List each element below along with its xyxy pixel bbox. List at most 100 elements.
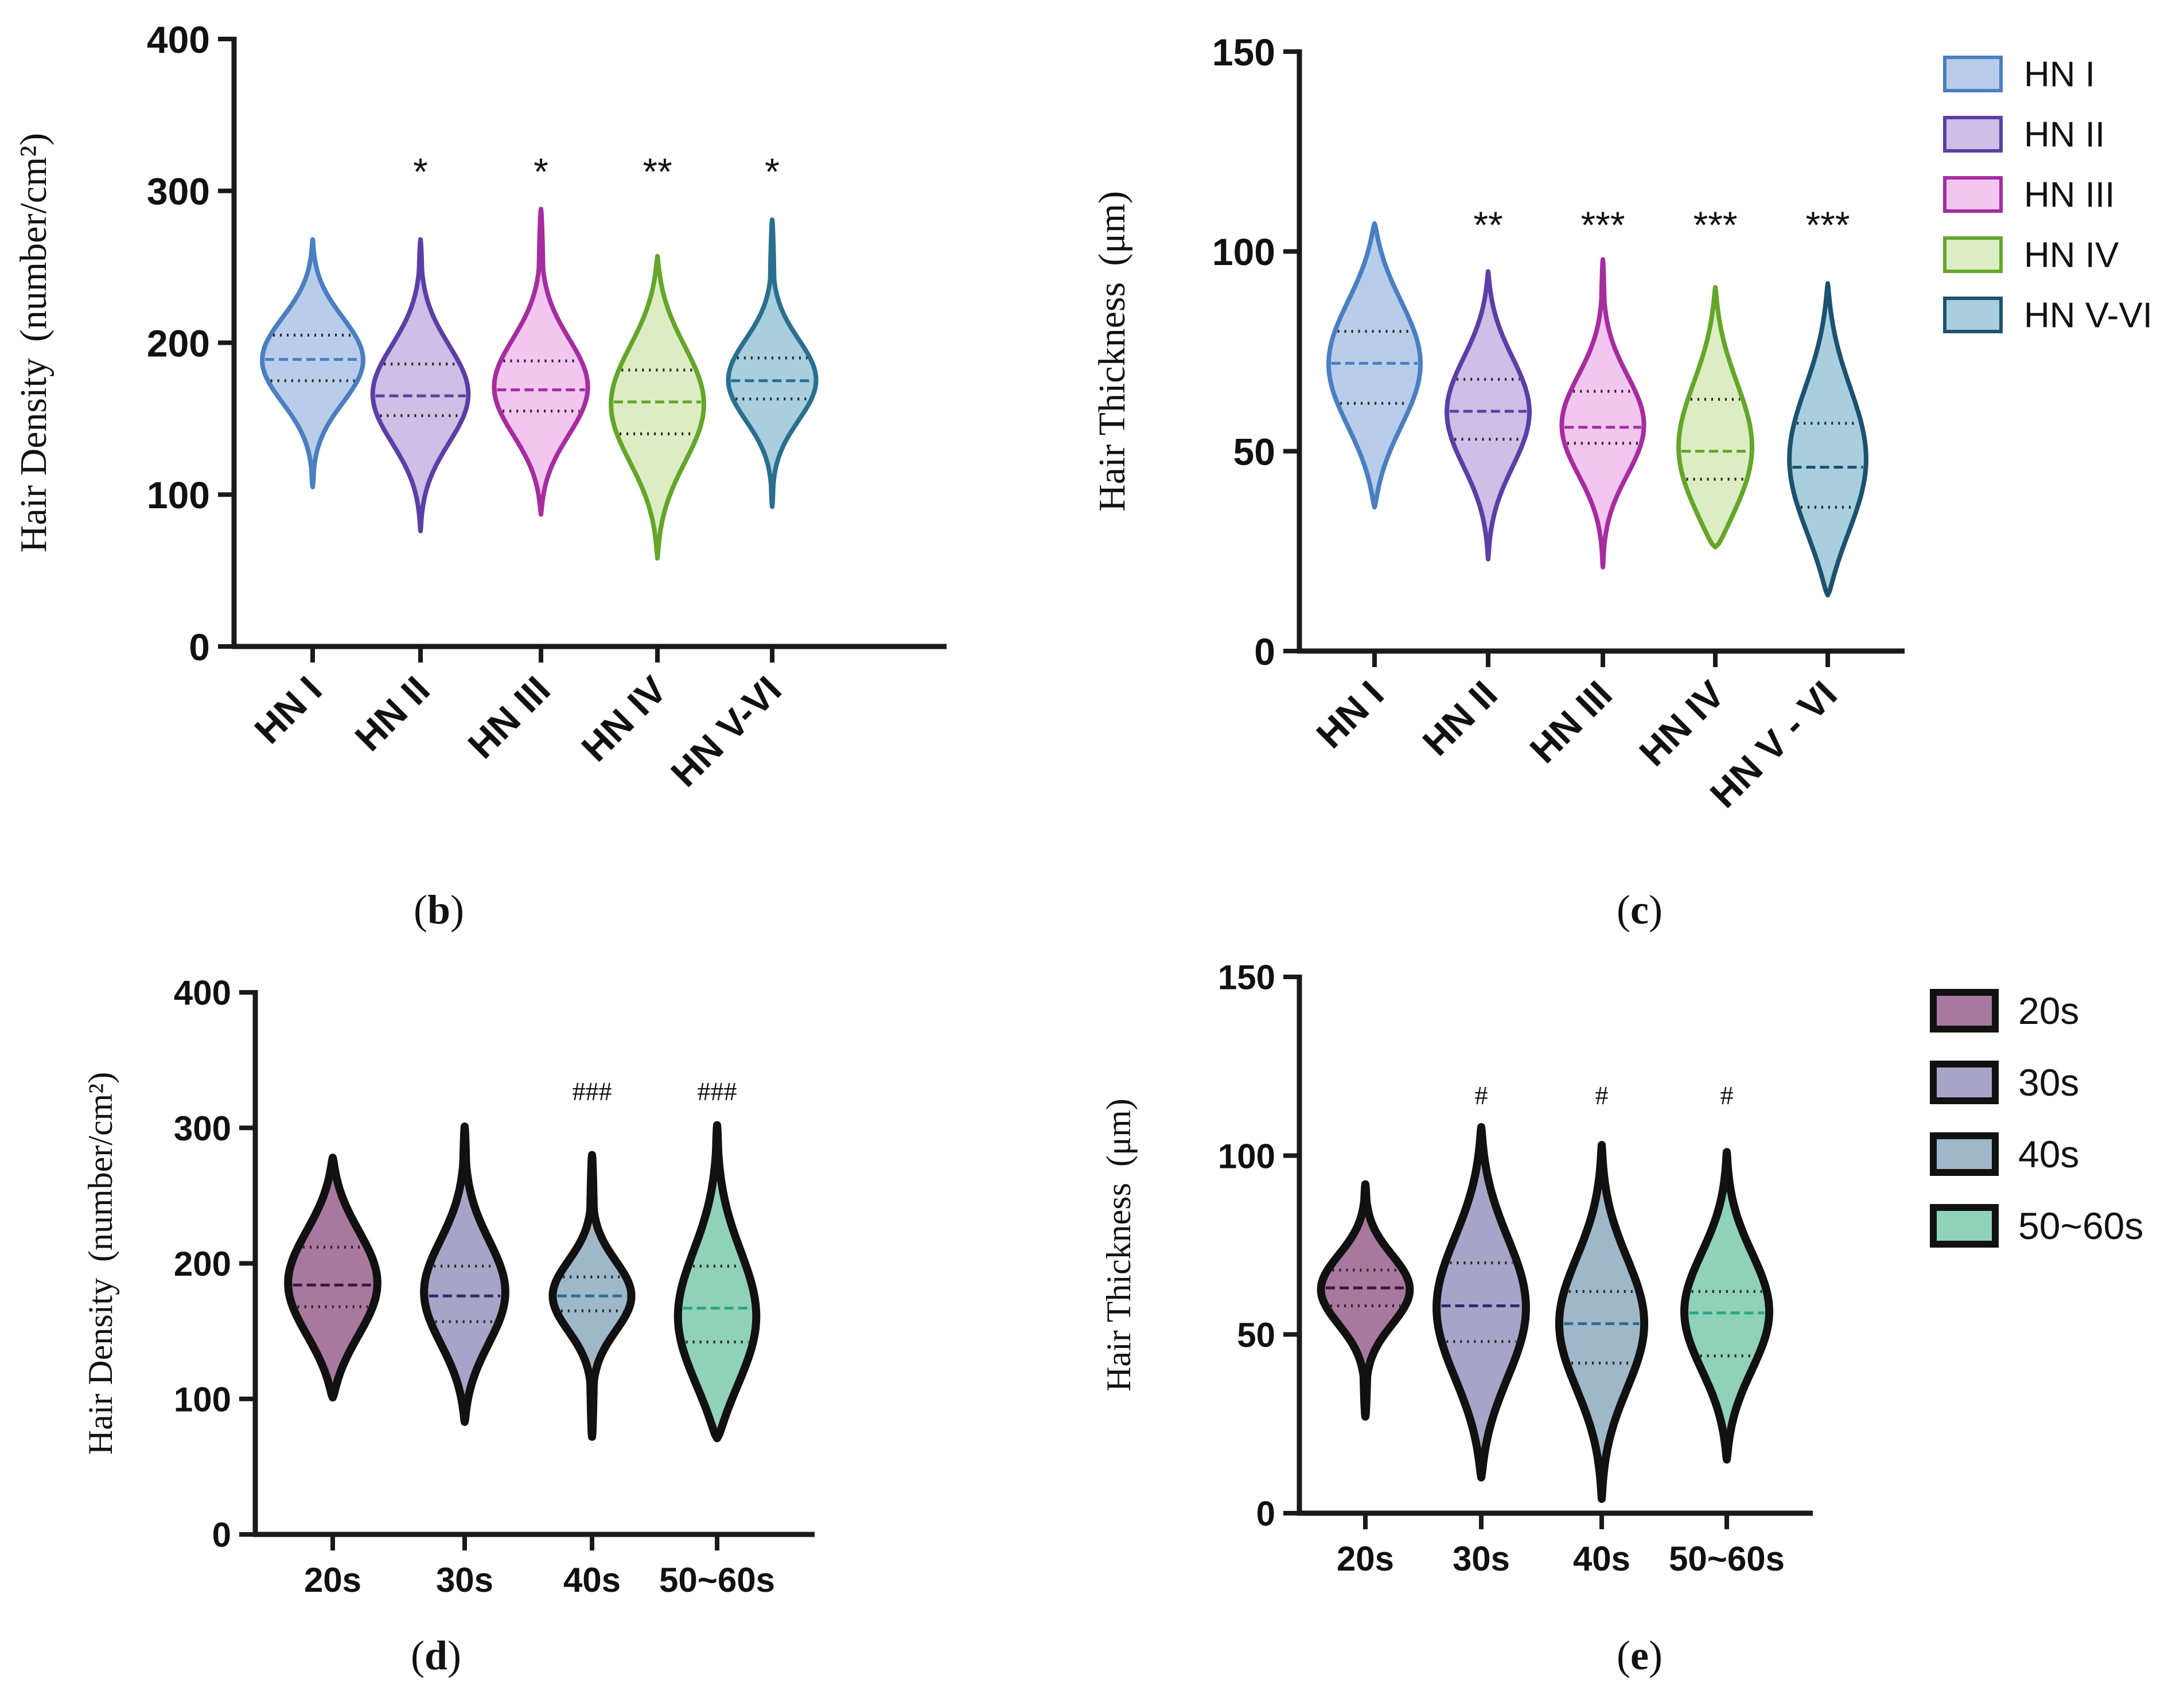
violin-c-2 <box>1559 257 1646 570</box>
y-tick-label: 100 <box>147 474 210 516</box>
legend-swatch <box>1943 236 2003 273</box>
violin-body <box>1559 257 1646 570</box>
chart-panel-d: 0 100 200 300 400 20s 30s 40s 50~60s ### ### Hair D… <box>81 974 815 1678</box>
y-axis-label-unit: (μm) <box>1100 1098 1138 1167</box>
violin-e-0 <box>1317 1180 1414 1421</box>
significance-mark: *** <box>1693 204 1737 246</box>
legend-swatch <box>1943 297 2003 333</box>
legend: HN I HN II HN III HN IV HN V-VI <box>1943 55 2152 336</box>
significance-mark: * <box>765 150 780 193</box>
y-tick-label: 100 <box>1212 231 1275 273</box>
x-tick-label: HN I <box>246 668 330 752</box>
y-axis-label-text: Hair Thickness <box>1100 1183 1138 1392</box>
violin-body <box>1445 269 1532 562</box>
y-axis-label-text: Hair Density <box>13 358 54 552</box>
y-axis-label: Hair Density (number/cm²) <box>81 1072 119 1455</box>
violin-b-0 <box>260 237 365 489</box>
legend-label: HN V-VI <box>2024 296 2152 336</box>
significance-mark: * <box>534 150 548 193</box>
y-tick-label: 200 <box>147 322 210 364</box>
x-tick-label: HN III <box>460 668 558 767</box>
x-tick-label: 40s <box>563 1561 621 1599</box>
y-axis-label-unit: (number/cm²) <box>13 133 54 342</box>
x-tick-label: HN III <box>1521 673 1620 772</box>
violin-d-1 <box>420 1122 509 1426</box>
legend-label: HN II <box>2024 115 2105 155</box>
panel-label: (d) <box>411 1633 461 1678</box>
y-axis-label-unit: (μm) <box>1091 191 1133 266</box>
y-tick-label: 400 <box>174 974 231 1012</box>
panel-label: (c) <box>1617 887 1663 933</box>
x-tick-label: 50~60s <box>659 1561 775 1599</box>
violin-body <box>1432 1123 1530 1482</box>
significance-mark: # <box>1595 1081 1609 1110</box>
violin-b-4 <box>726 217 819 509</box>
x-tick-label: 40s <box>1573 1540 1630 1578</box>
significance-mark: ** <box>1473 204 1502 246</box>
violin-e-1 <box>1432 1123 1530 1482</box>
legend-swatch <box>1930 1204 1999 1248</box>
x-tick-label: 50~60s <box>1669 1540 1785 1578</box>
violin-body <box>260 237 365 489</box>
legend-swatch <box>1930 1132 1999 1176</box>
legend-label: 20s <box>2018 989 2079 1032</box>
y-tick-label: 0 <box>1256 1495 1275 1533</box>
y-axis-label: Hair Density (number/cm²) <box>13 133 54 552</box>
violin-d-2 <box>548 1151 636 1441</box>
violin-c-1 <box>1445 269 1532 562</box>
significance-mark: ### <box>698 1077 737 1106</box>
y-tick-label: 0 <box>189 626 210 668</box>
violin-body <box>1787 281 1868 598</box>
legend-label: 50~60s <box>2018 1205 2143 1247</box>
legend-swatch <box>1943 116 2003 153</box>
x-tick-label: HN I <box>1308 673 1392 757</box>
violin-c-3 <box>1676 285 1754 550</box>
violin-body <box>726 217 819 509</box>
panel-label-letter: c <box>1630 887 1649 933</box>
y-tick-label: 400 <box>147 18 210 61</box>
panel-label-letter: e <box>1630 1633 1649 1678</box>
y-tick-label: 300 <box>147 170 210 213</box>
y-tick-label: 100 <box>1218 1137 1275 1175</box>
y-axis-label-text: Hair Density <box>81 1278 119 1455</box>
chart-panel-e: 0 50 100 150 20s 30s 40s 50~60s # # # Hair Thicknes… <box>1100 959 2143 1678</box>
violin-body <box>1555 1141 1649 1503</box>
violin-body <box>1676 285 1754 550</box>
x-tick-label: HN V-VI <box>663 668 789 795</box>
x-tick-label: HN II <box>1414 673 1505 764</box>
y-tick-label: 150 <box>1218 959 1275 997</box>
violin-body <box>284 1154 381 1402</box>
violin-body <box>492 207 590 517</box>
violin-d-0 <box>284 1154 381 1402</box>
x-tick-label: 30s <box>436 1561 493 1599</box>
x-tick-label: 30s <box>1453 1540 1510 1578</box>
legend-swatch <box>1930 1061 1999 1104</box>
y-tick-label: 0 <box>1254 630 1275 673</box>
violin-body <box>609 254 706 561</box>
legend-label: HN III <box>2024 176 2115 215</box>
violin-b-1 <box>370 237 471 533</box>
y-tick-label: 50 <box>1237 1316 1275 1354</box>
y-axis-label-unit: (number/cm²) <box>81 1072 119 1262</box>
significance-mark: # <box>1475 1081 1488 1110</box>
significance-mark: * <box>413 150 428 193</box>
legend: 20s 30s 40s 50~60s <box>1930 989 2143 1248</box>
violin-d-3 <box>674 1121 761 1443</box>
x-tick-label: HN IV <box>1631 673 1733 774</box>
y-tick-label: 100 <box>174 1380 231 1419</box>
panel-label: (b) <box>414 887 464 933</box>
x-tick-label: HN IV <box>573 668 675 770</box>
panel-label-letter: b <box>427 887 450 933</box>
legend-label: HN IV <box>2024 236 2119 275</box>
significance-mark: ### <box>573 1077 612 1106</box>
y-tick-label: 150 <box>1212 31 1275 73</box>
violin-e-2 <box>1555 1141 1649 1503</box>
significance-mark: *** <box>1805 204 1850 246</box>
violin-body <box>1326 221 1423 510</box>
legend-swatch <box>1943 56 2003 92</box>
x-tick-label: 20s <box>304 1561 361 1599</box>
legend-swatch <box>1943 176 2003 213</box>
y-tick-label: 50 <box>1233 430 1275 473</box>
legend-label: 30s <box>2018 1061 2079 1104</box>
